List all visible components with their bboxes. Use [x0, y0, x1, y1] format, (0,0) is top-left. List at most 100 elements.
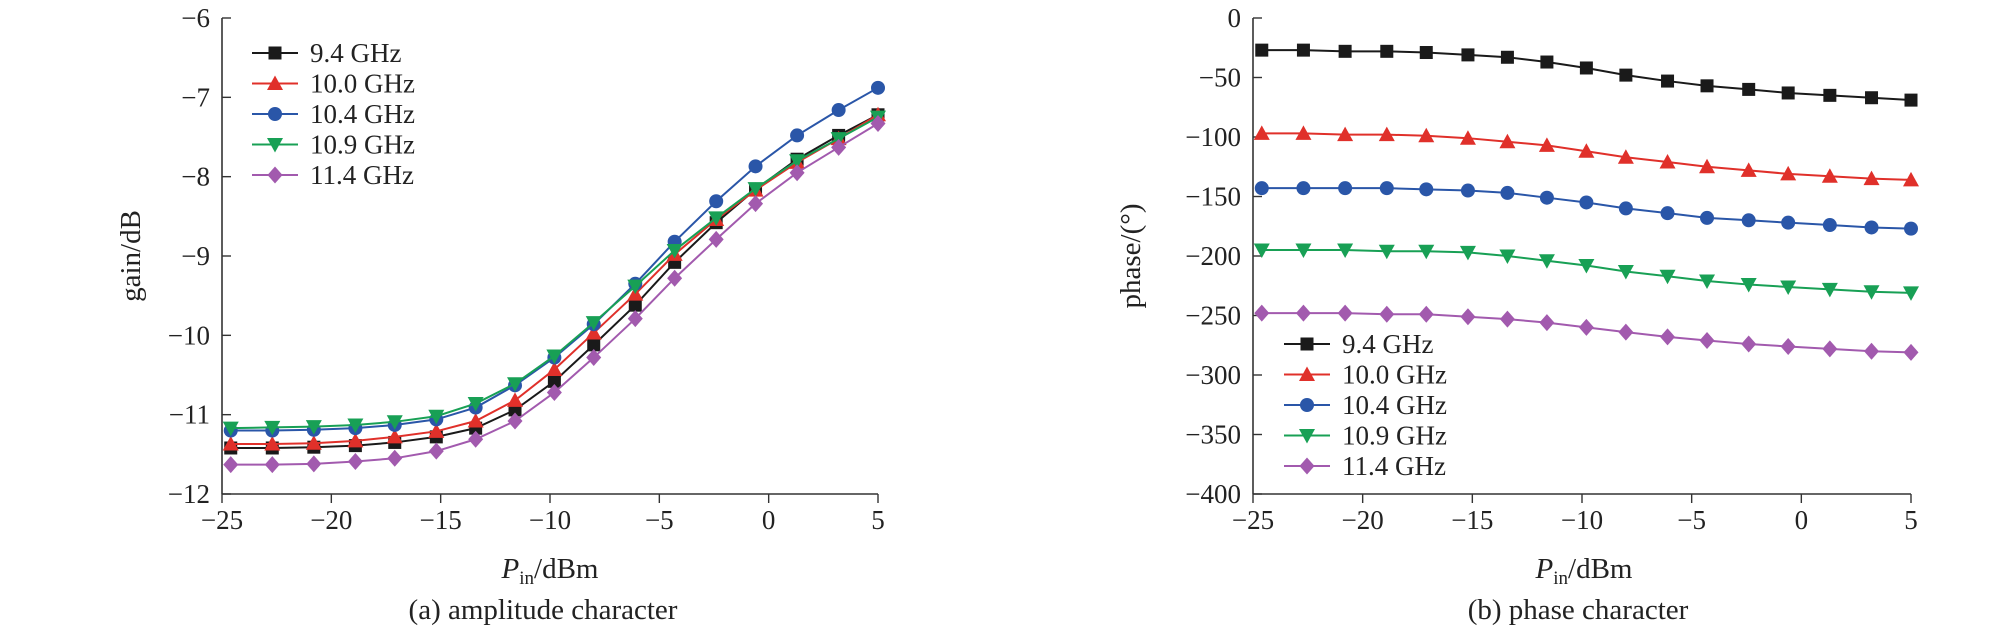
data-point — [1579, 61, 1593, 75]
legend-marker — [267, 138, 283, 153]
data-point — [1740, 278, 1757, 293]
legend-item: 10.4 GHz — [1284, 390, 1447, 420]
y-tick-label: −250 — [1185, 301, 1241, 331]
data-point — [1659, 269, 1676, 285]
legend-item: 11.4 GHz — [252, 160, 414, 190]
data-point — [1700, 79, 1714, 93]
legend-item: 10.9 GHz — [252, 130, 415, 160]
data-point — [1461, 48, 1475, 62]
data-point — [1579, 195, 1594, 210]
data-point — [1699, 331, 1715, 349]
legend-marker — [267, 75, 283, 90]
data-point — [1863, 285, 1880, 300]
legend-label: 10.4 GHz — [310, 99, 415, 129]
legend-label: 9.4 GHz — [1342, 329, 1433, 359]
legend-item: 10.9 GHz — [1284, 421, 1447, 451]
series-10-0-ghz — [1253, 125, 1919, 187]
data-point — [1459, 130, 1476, 145]
x-tick-label: −15 — [420, 505, 462, 535]
y-tick-label: −300 — [1185, 360, 1241, 390]
data-point — [1578, 318, 1594, 336]
data-point — [1780, 165, 1797, 181]
data-point — [1254, 304, 1270, 322]
data-point — [1379, 305, 1395, 323]
legend-item: 9.4 GHz — [252, 38, 401, 68]
data-point — [1822, 218, 1837, 233]
data-point — [428, 423, 445, 438]
data-point — [1295, 243, 1312, 259]
y-axis-label: gain/dB — [115, 210, 147, 302]
data-point — [831, 103, 846, 118]
x-tick-label: 5 — [871, 505, 885, 535]
x-axis-label-subscript: in — [1553, 568, 1568, 589]
y-tick-label: −8 — [181, 162, 210, 192]
data-point — [507, 392, 524, 407]
legend-label: 11.4 GHz — [310, 160, 414, 190]
data-point — [1538, 137, 1555, 152]
x-tick-label: 0 — [1795, 505, 1809, 535]
data-point — [1742, 82, 1756, 96]
data-point — [1660, 328, 1676, 346]
data-point — [708, 211, 725, 226]
data-point — [428, 442, 444, 460]
data-point — [627, 279, 644, 295]
data-point — [1296, 181, 1311, 196]
data-point — [1780, 337, 1796, 355]
x-tick-label: −5 — [645, 505, 674, 535]
data-point — [1903, 286, 1919, 301]
data-point — [1253, 243, 1270, 259]
legend-marker — [1299, 429, 1315, 444]
y-tick-label: 0 — [1228, 3, 1242, 33]
legend-marker — [267, 166, 283, 184]
legend-label: 10.4 GHz — [1342, 390, 1447, 420]
legend-item: 10.4 GHz — [252, 99, 415, 129]
y-tick-label: −11 — [169, 400, 210, 430]
x-tick-label: −20 — [1342, 505, 1384, 535]
legend-item: 10.0 GHz — [252, 69, 415, 99]
x-tick-label: −5 — [1677, 505, 1706, 535]
y-tick-label: −6 — [181, 3, 210, 33]
series-10-4-ghz — [1254, 181, 1918, 236]
data-point — [1254, 181, 1269, 196]
data-point — [585, 316, 602, 331]
data-point — [1539, 190, 1554, 205]
x-tick-label: −10 — [1561, 505, 1603, 535]
series-10-9-ghz — [222, 110, 886, 437]
data-point — [468, 430, 484, 448]
legend-marker — [268, 107, 282, 121]
data-point — [1661, 74, 1675, 88]
data-point — [1419, 182, 1434, 197]
data-point — [748, 159, 763, 174]
data-point — [222, 436, 239, 451]
legend-label: 10.9 GHz — [1342, 421, 1447, 451]
data-point — [1821, 168, 1838, 183]
data-point — [1618, 201, 1633, 216]
data-point — [1617, 149, 1634, 164]
y-tick-label: −150 — [1185, 182, 1241, 212]
data-point — [1864, 342, 1880, 360]
data-point — [546, 361, 563, 376]
data-point — [507, 377, 524, 392]
x-axis-label-unit: /dBm — [534, 553, 599, 585]
data-point — [587, 338, 601, 352]
data-point — [1418, 305, 1434, 323]
data-point — [264, 436, 281, 451]
data-point — [627, 310, 643, 328]
x-tick-label: 5 — [1904, 505, 1918, 535]
data-point — [1863, 170, 1880, 186]
data-point — [1338, 44, 1352, 58]
data-point — [1741, 335, 1757, 353]
data-point — [1904, 221, 1918, 236]
x-tick-label: −15 — [1451, 505, 1493, 535]
data-point — [1903, 343, 1919, 361]
legend-marker — [268, 46, 282, 60]
data-point — [1540, 55, 1554, 69]
figure-caption: (b) phase character — [1468, 594, 1689, 626]
legend-marker — [1300, 398, 1314, 412]
data-point — [789, 154, 806, 169]
data-point — [1904, 93, 1918, 107]
data-point — [1660, 206, 1675, 221]
y-tick-label: −7 — [181, 82, 210, 112]
series-line — [1261, 49, 1912, 102]
data-point — [1337, 126, 1354, 142]
